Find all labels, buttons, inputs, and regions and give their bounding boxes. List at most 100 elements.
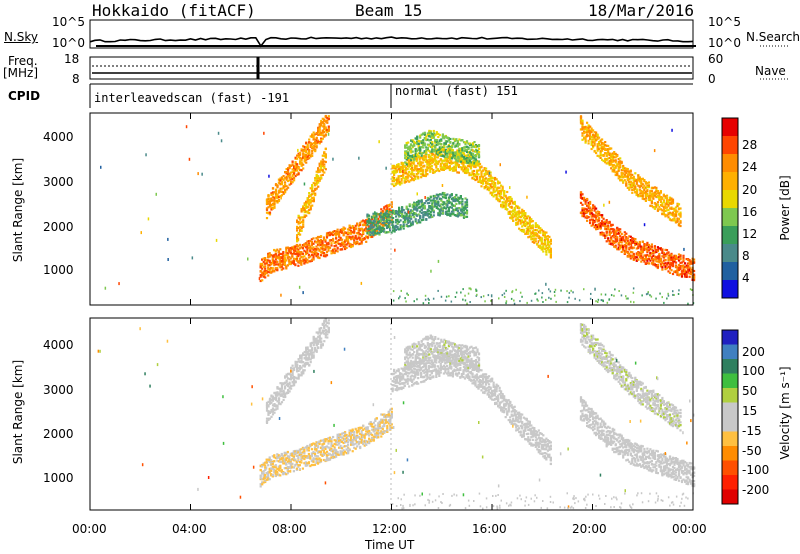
- heatmap-cell-power-0: [262, 270, 265, 273]
- heatmap-cell-power-0: [264, 271, 267, 274]
- heatmap-cell-power-3: [424, 170, 427, 173]
- heatmap-cell-power-5: [387, 223, 390, 226]
- heatmap-cell-power-4: [435, 139, 438, 142]
- heatmap-cell-power-3: [528, 219, 531, 222]
- heatmap-cell-power-3: [441, 168, 444, 171]
- heatmap-cell-power-7: [611, 170, 614, 173]
- heatmap-cell-power-3: [421, 156, 424, 159]
- heatmap-cell-power-6: [647, 246, 650, 249]
- heatmap-cell-power-5: [438, 213, 441, 216]
- heatmap-cell-power-1: [267, 211, 270, 214]
- heatmap-cell-power-2: [312, 190, 315, 193]
- heatmap-cell-power-6: [661, 266, 664, 269]
- heatmap-cell-power-3: [475, 178, 479, 181]
- heatmap-cell-power-4: [441, 136, 444, 139]
- heatmap-cell-power-6: [656, 248, 659, 251]
- heatmap-cell-power-1: [309, 155, 312, 158]
- heatmap-cell-power-1: [306, 146, 309, 149]
- heatmap-cell-power-4: [413, 140, 416, 143]
- heatmap-cell-power-7: [622, 181, 625, 184]
- heatmap-cell-power-2: [299, 226, 302, 229]
- heatmap-cell-power-7: [584, 135, 587, 138]
- heatmap-cell-power-3: [518, 218, 521, 222]
- heatmap-cell-power-3: [402, 168, 405, 171]
- heatmap-cell-power-4: [476, 161, 479, 164]
- heatmap-cell-power-0: [383, 223, 386, 226]
- heatmap-cell-power-6: [589, 206, 592, 209]
- heatmap-cell-power-0: [285, 248, 288, 251]
- heatmap-cell-power-6: [605, 240, 608, 243]
- heatmap-cell-power-1: [274, 191, 278, 194]
- heatmap-cell-power-3: [504, 202, 507, 205]
- heatmap-cell-power-3: [524, 213, 527, 216]
- heatmap-cell-power-5: [426, 208, 429, 211]
- heatmap-cell-power-4: [470, 152, 473, 155]
- heatmap-cell-power-5: [393, 212, 396, 215]
- heatmap-cell-power-4: [437, 143, 440, 146]
- heatmap-cell-power-4: [405, 153, 408, 156]
- time-tick-0: 00:00: [72, 522, 107, 536]
- heatmap-cell-power-0: [342, 233, 345, 237]
- heatmap-cell-power-6: [646, 251, 649, 254]
- heatmap-cell-power-7: [641, 190, 644, 193]
- heatmap-cell-power-3: [471, 177, 474, 180]
- heatmap-cell-power-2: [315, 176, 318, 179]
- heatmap-cell-power-4: [405, 143, 408, 146]
- heatmap-cell-power-0: [360, 242, 363, 245]
- heatmap-cell-power-1: [317, 141, 320, 144]
- heatmap-cell-power-1: [270, 203, 273, 207]
- heatmap-cell-power-3: [480, 175, 483, 178]
- velocity-ytick-2000: 2000: [43, 427, 74, 441]
- heatmap-cell-power-2: [305, 203, 308, 206]
- heatmap-cell-power-7: [638, 180, 641, 183]
- heatmap-cell-power-3: [546, 247, 549, 250]
- heatmap-cell-power-6: [599, 222, 602, 226]
- heatmap-cell-power-6: [673, 270, 676, 273]
- heatmap-cell-power-0: [304, 250, 307, 253]
- heatmap-cell-power-2: [323, 151, 326, 154]
- heatmap-cell-power-3: [435, 156, 438, 159]
- heatmap-cell-power-0: [350, 226, 353, 229]
- heatmap-cell-power-5: [428, 216, 431, 219]
- heatmap-cell-power-0: [357, 232, 360, 235]
- heatmap-cell-power-5: [432, 211, 435, 214]
- heatmap-cell-power-3: [522, 224, 525, 227]
- heatmap-cell-power-4: [449, 137, 452, 141]
- heatmap-cell-power-0: [354, 241, 357, 244]
- heatmap-cell-power-3: [403, 165, 406, 168]
- heatmap-cell-power-5: [462, 206, 466, 209]
- heatmap-cell-power-6: [579, 201, 583, 204]
- heatmap-cell-power-4: [411, 157, 414, 160]
- heatmap-cell-power-3: [478, 168, 482, 171]
- heatmap-cell-power-0: [366, 229, 369, 232]
- heatmap-cell-power-3: [477, 169, 480, 172]
- heatmap-cell-power-3: [394, 178, 397, 182]
- heatmap-cell-power-0: [306, 244, 309, 247]
- heatmap-cell-power-0: [307, 260, 310, 263]
- heatmap-cell-power-5: [423, 212, 426, 215]
- heatmap-cell-power-6: [640, 248, 643, 251]
- heatmap-cell-power-7: [620, 169, 623, 172]
- heatmap-cell-power-6: [623, 243, 626, 247]
- heatmap-cell-power-4: [444, 140, 447, 143]
- heatmap-cell-power-4: [450, 149, 453, 152]
- heatmap-cell-power-7: [601, 145, 604, 148]
- heatmap-cell-power-1: [320, 139, 323, 142]
- heatmap-cell-power-0: [325, 232, 329, 235]
- heatmap-cell-power-3: [530, 238, 533, 241]
- heatmap-cell-power-3: [394, 182, 397, 185]
- heatmap-cell-power-3: [453, 166, 456, 169]
- heatmap-cell-power-5: [373, 231, 377, 234]
- heatmap-cell-power-2: [303, 206, 306, 209]
- heatmap-cell-power-3: [504, 200, 507, 203]
- heatmap-cell-power-4: [467, 158, 470, 161]
- heatmap-cell-power-4: [471, 155, 475, 158]
- heatmap-cell-power-5: [407, 221, 410, 224]
- heatmap-cell-power-5: [367, 231, 371, 235]
- heatmap-cell-power-2: [297, 221, 300, 224]
- heatmap-cell-power-0: [351, 231, 354, 234]
- heatmap-cell-power-6: [667, 257, 670, 260]
- heatmap-cell-power-3: [542, 246, 545, 250]
- heatmap-cell-power-5: [366, 228, 369, 231]
- heatmap-cell-power-6: [626, 252, 629, 255]
